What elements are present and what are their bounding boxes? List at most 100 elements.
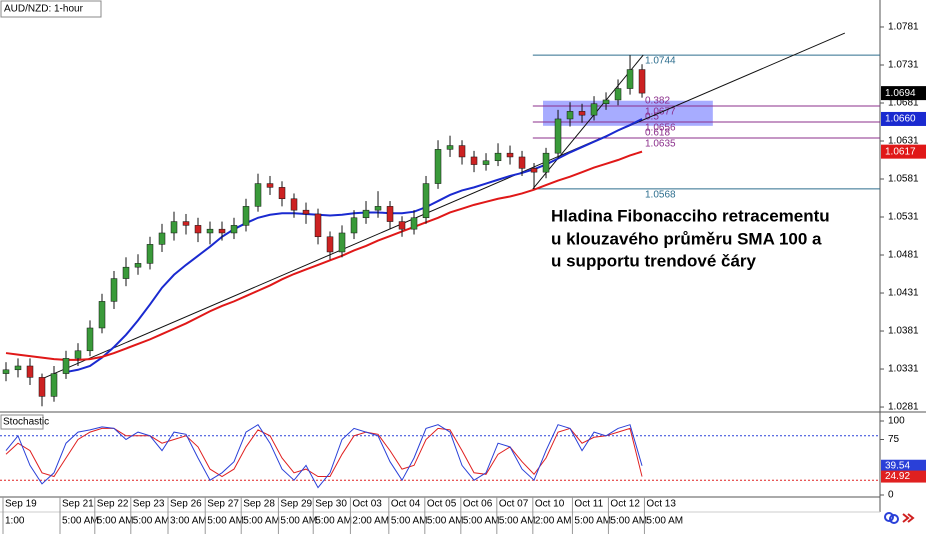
icon[interactable]: [902, 513, 915, 523]
candle-body: [2, 369, 10, 374]
time-label: 3:00 AM: [170, 516, 207, 527]
time-label: 1:00: [5, 516, 25, 527]
y-tick-label: 1.0681: [888, 98, 919, 109]
candle-body: [38, 377, 46, 397]
candle-body: [50, 373, 58, 397]
candle-body: [494, 152, 502, 162]
x-tick-label: Oct 11: [574, 499, 603, 510]
x-tick-label: Sep 19: [5, 499, 37, 510]
x-tick-label: Sep 26: [170, 499, 202, 510]
x-tick-label: Sep 30: [315, 499, 347, 510]
candle-body: [98, 301, 106, 329]
stoch-marker-label: 39.54: [885, 460, 910, 471]
candle-body: [110, 278, 118, 302]
x-tick-label: Oct 12: [610, 499, 640, 510]
annotation: u supportu trendové čáry: [551, 251, 757, 270]
time-label: 2:00 AM: [535, 516, 572, 527]
candle-body: [254, 183, 262, 207]
candle-body: [206, 228, 214, 234]
y-tick-label: 1.0281: [888, 402, 919, 413]
trendline: [532, 54, 644, 190]
candle-body: [302, 209, 310, 215]
candle-body: [590, 103, 598, 116]
icon[interactable]: [889, 514, 899, 524]
candle-body: [290, 198, 298, 211]
toolbar-icons[interactable]: [884, 512, 915, 524]
candle-body: [578, 111, 586, 116]
x-tick-label: Sep 22: [97, 499, 129, 510]
candle-body: [146, 244, 154, 264]
candle-body: [182, 221, 190, 226]
y-tick-label: 1.0431: [888, 288, 919, 299]
stoch-tick-label: 100: [888, 416, 905, 427]
candle-body: [74, 350, 82, 359]
time-label: 5:00 AM: [499, 516, 536, 527]
candle-body: [314, 213, 322, 238]
stoch-tick-label: 0: [888, 490, 894, 501]
chart-content: 1.0281 1.0331 1.0381 1.0431 1.0481 1.0531 1.05…: [0, 22, 926, 534]
stoch-title-box: [0, 414, 44, 430]
y-tick-label: 1.0531: [888, 212, 919, 223]
y-tick-label: 1.0731: [888, 60, 919, 71]
fib-ratio-label: 0.5: [645, 112, 659, 123]
stoch-marker-label: 24.92: [885, 471, 910, 482]
fib-price-label: 1.0656: [645, 123, 676, 134]
y-tick-label: 1.0581: [888, 174, 919, 185]
candle-body: [278, 187, 286, 200]
chart-title: AUD/NZD: 1-hour: [4, 4, 84, 15]
annotation: Hladina Fibonacciho retracementu: [551, 206, 830, 225]
fib-price-label: 1.0568: [645, 190, 676, 201]
y-tick-label: 1.0481: [888, 250, 919, 261]
candle-body: [266, 183, 274, 188]
price-marker: [881, 86, 926, 101]
candle-body: [350, 217, 358, 234]
time-label: 5:00 AM: [133, 516, 170, 527]
x-tick-label: Sep 27: [207, 499, 239, 510]
candle-body: [122, 266, 130, 279]
candle-body: [470, 156, 478, 165]
x-tick-label: Oct 06: [463, 499, 493, 510]
time-label: 5:00 AM: [62, 516, 99, 527]
x-tick-label: Sep 23: [133, 499, 165, 510]
trendline: [39, 32, 846, 381]
x-tick-label: Sep 28: [243, 499, 275, 510]
stoch-title: Stochastic: [3, 417, 49, 428]
candle-body: [62, 358, 70, 374]
candle-body: [530, 168, 538, 173]
fib-price-label: 1.0744: [645, 56, 676, 67]
candle-body: [374, 206, 382, 211]
candle-body: [518, 156, 526, 169]
candle-body: [26, 365, 34, 378]
icon[interactable]: [884, 512, 894, 522]
candle-body: [218, 228, 226, 234]
candle-body: [230, 225, 238, 234]
price-marker: [881, 111, 926, 126]
x-tick-label: Oct 10: [535, 499, 565, 510]
time-label: 5:00 AM: [427, 516, 464, 527]
fib-ratio-label: 0.382: [645, 96, 670, 107]
candle-body: [410, 217, 418, 230]
candle-body: [422, 183, 430, 219]
candle-body: [482, 160, 490, 165]
y-tick-label: 1.0631: [888, 136, 919, 147]
x-tick-label: Oct 04: [391, 499, 421, 510]
candle-body: [446, 145, 454, 150]
candle-body: [602, 99, 610, 105]
stoch-marker: [881, 470, 926, 483]
stoch-marker: [881, 459, 926, 472]
candle-body: [542, 152, 550, 173]
time-label: 5:00 AM: [646, 516, 683, 527]
x-tick-label: Sep 29: [280, 499, 312, 510]
time-label: 5:00 AM: [574, 516, 611, 527]
price-marker-label: 1.0694: [885, 88, 916, 99]
candle-body: [158, 232, 166, 245]
price-marker-label: 1.0660: [885, 114, 916, 125]
time-label: 5:00 AM: [315, 516, 352, 527]
time-label: 5:00 AM: [243, 516, 280, 527]
candle-body: [506, 152, 514, 158]
candle-body: [434, 149, 442, 184]
fib-ratio-label: 0.618: [645, 128, 670, 139]
candle-body: [242, 206, 250, 226]
candle-body: [170, 221, 178, 234]
